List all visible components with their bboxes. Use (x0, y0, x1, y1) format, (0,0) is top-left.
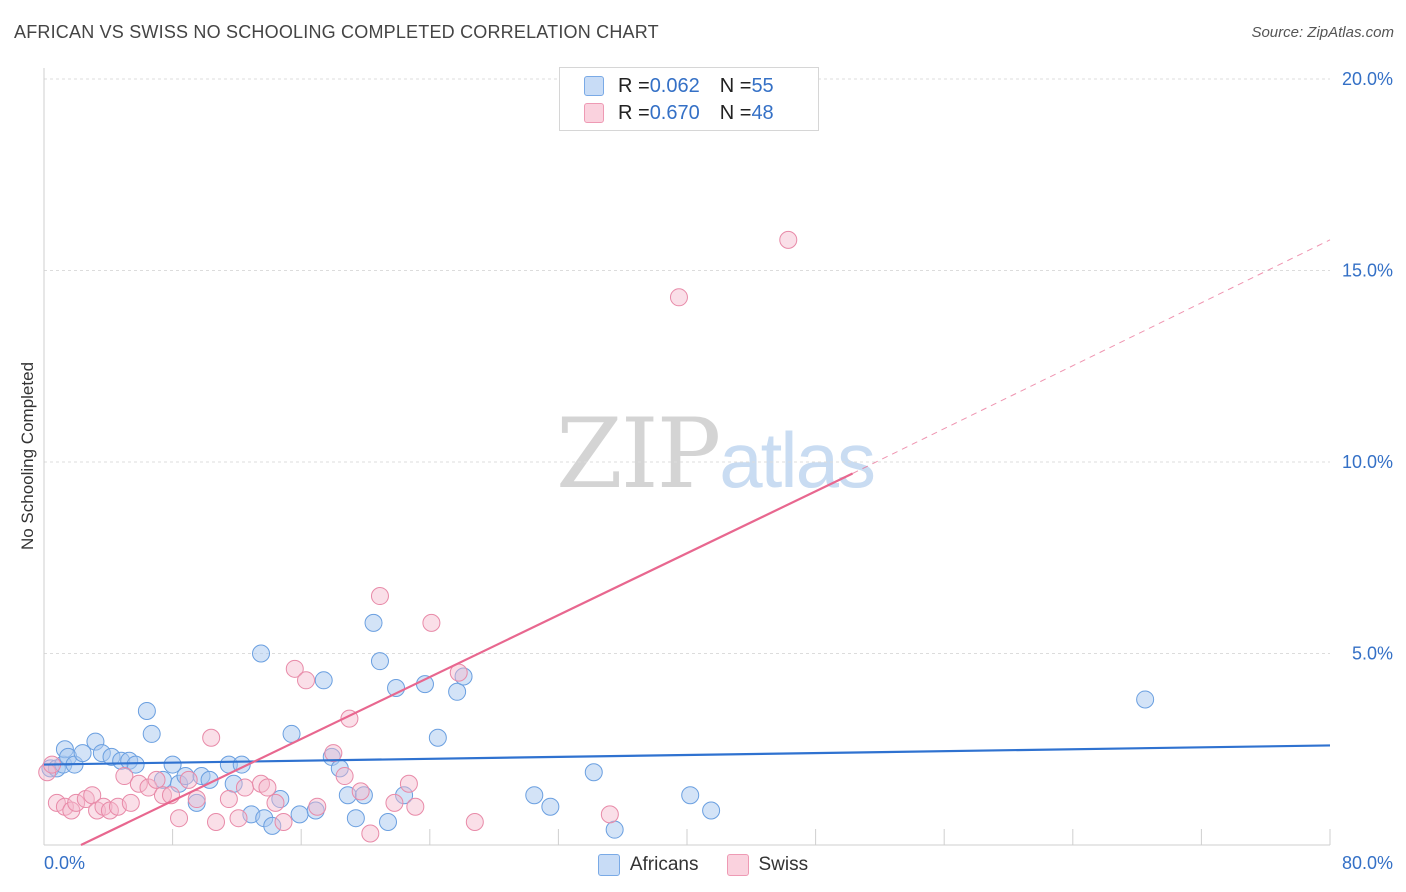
trend-line-swiss (80, 472, 854, 846)
point-africans (142, 724, 161, 743)
point-africans (187, 793, 206, 812)
point-swiss (406, 797, 425, 816)
point-swiss (115, 767, 134, 786)
point-swiss (351, 782, 370, 801)
x-tick-label: 80.0% (1342, 853, 1393, 873)
point-swiss (285, 659, 304, 678)
point-africans (163, 755, 182, 774)
point-swiss (779, 230, 798, 249)
chart-title: AFRICAN VS SWISS NO SCHOOLING COMPLETED … (14, 22, 659, 42)
point-africans (395, 786, 414, 805)
legend-item-africans[interactable]: Africans (597, 854, 699, 876)
series-africans (41, 613, 1155, 839)
point-africans (126, 755, 145, 774)
legend-swatch-africans (597, 854, 620, 876)
point-africans (525, 786, 544, 805)
y-tick-label: 5.0% (1352, 644, 1393, 664)
point-swiss (258, 778, 277, 797)
y-tick-label: 20.0% (1342, 69, 1393, 89)
point-swiss (187, 790, 206, 809)
series-swiss (38, 230, 798, 843)
point-africans (252, 644, 271, 663)
point-swiss (335, 767, 354, 786)
point-swiss (179, 770, 198, 789)
legend-label-swiss: Swiss (758, 854, 809, 875)
point-africans (605, 820, 624, 839)
point-africans (346, 809, 365, 828)
point-swiss (399, 774, 418, 793)
point-swiss (202, 728, 221, 747)
point-swiss (308, 797, 327, 816)
series-legend: Africans Swiss (0, 852, 1406, 878)
point-africans (379, 813, 398, 832)
trend-line-swiss-extrapolated (852, 239, 1331, 474)
watermark: ZIPatlas (556, 398, 876, 510)
watermark-atlas: atlas (719, 416, 876, 504)
legend-row-africans: R = 0.062 N = 55 (584, 73, 774, 99)
source-label: Source: ZipAtlas.com (1251, 24, 1394, 41)
point-swiss (170, 809, 189, 828)
legend-swatch-africans (584, 76, 604, 96)
point-swiss (207, 813, 226, 832)
point-africans (263, 816, 282, 835)
point-swiss (297, 671, 316, 690)
watermark-zip: ZIP (556, 398, 721, 510)
legend-r-value: 0.670 (649, 101, 700, 124)
legend-r-label: R = (618, 74, 650, 97)
legend-row-swiss: R = 0.670 N = 48 (584, 100, 774, 126)
point-swiss (147, 770, 166, 789)
legend-r-label: R = (618, 101, 650, 124)
point-africans (448, 682, 467, 701)
point-swiss (266, 793, 285, 812)
trend-lines (43, 239, 1331, 846)
point-africans (541, 797, 560, 816)
point-swiss (235, 778, 254, 797)
point-africans (364, 613, 383, 632)
point-swiss (600, 805, 619, 824)
point-swiss (385, 793, 404, 812)
gridlines (44, 78, 1330, 654)
legend-swatch-swiss (584, 103, 604, 123)
point-swiss (669, 288, 688, 307)
point-swiss (67, 793, 86, 812)
legend-n-value: 48 (751, 101, 774, 124)
point-swiss (370, 587, 389, 606)
point-swiss (465, 813, 484, 832)
point-swiss (324, 744, 343, 763)
point-swiss (422, 613, 441, 632)
legend-label-africans: Africans (629, 854, 699, 875)
point-africans (681, 786, 700, 805)
point-swiss (274, 813, 293, 832)
point-africans (1136, 690, 1155, 709)
point-swiss (121, 793, 140, 812)
x-tick-label: 0.0% (44, 853, 85, 873)
legend-r-value: 0.062 (649, 74, 700, 97)
point-africans (370, 652, 389, 671)
point-swiss (361, 824, 380, 843)
trend-line-africans (43, 744, 1331, 766)
correlation-legend: R = 0.062 N = 55 R = 0.670 N = 48 (559, 67, 819, 131)
point-africans (137, 701, 156, 720)
point-swiss (129, 774, 148, 793)
y-tick-label: 15.0% (1342, 261, 1393, 281)
legend-swatch-swiss (726, 854, 749, 876)
legend-n-value: 55 (751, 74, 774, 97)
legend-n-label: N = (719, 74, 752, 97)
point-africans (290, 805, 309, 824)
axes (43, 68, 1331, 846)
legend-n-label: N = (719, 101, 752, 124)
point-africans (73, 744, 92, 763)
point-africans (702, 801, 721, 820)
point-africans (584, 763, 603, 782)
legend-item-swiss[interactable]: Swiss (726, 854, 809, 876)
point-swiss (219, 790, 238, 809)
point-africans (314, 671, 333, 690)
tick-labels: 5.0% 10.0% 15.0% 20.0% 0.0% 80.0% (44, 69, 1393, 873)
point-swiss (229, 809, 248, 828)
point-africans (428, 728, 447, 747)
y-tick-label: 10.0% (1342, 452, 1393, 472)
